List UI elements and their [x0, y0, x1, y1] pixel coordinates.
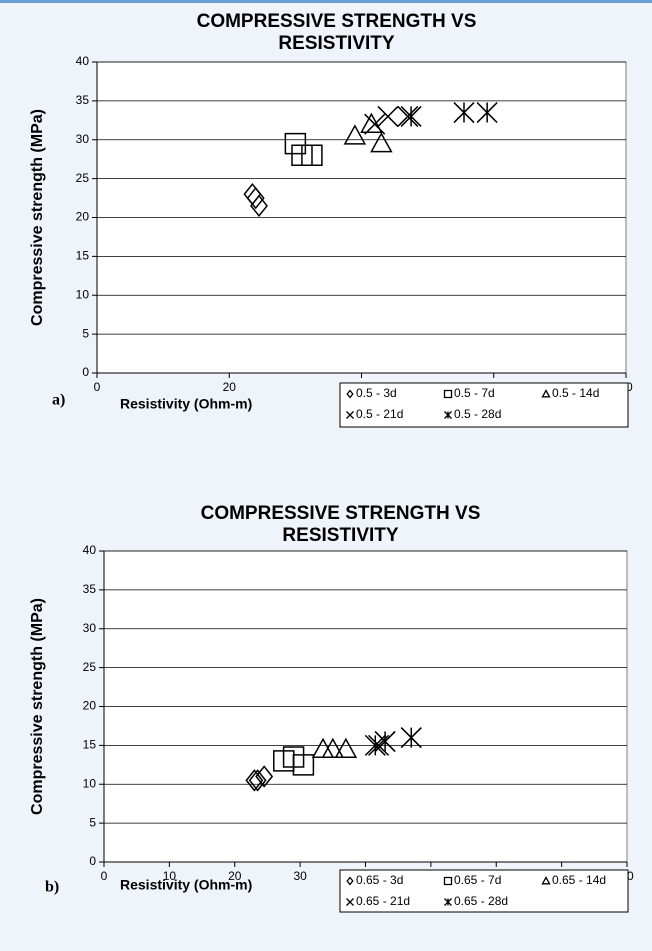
x-tick-label: 30 — [293, 869, 307, 883]
y-tick-label: 35 — [83, 582, 97, 596]
legend-label: 0.5 - 28d — [454, 407, 501, 421]
legend-symbol — [346, 389, 354, 399]
y-axis-label: Compressive strength (MPa) — [29, 109, 46, 326]
point — [397, 105, 419, 127]
x-tick-label: 0 — [101, 869, 108, 883]
point — [245, 769, 264, 792]
legend-label: 0.5 - 7d — [454, 386, 495, 400]
y-tick-label: 30 — [76, 132, 90, 146]
legend-label: 0.65 - 3d — [356, 873, 403, 887]
point — [246, 186, 265, 210]
point — [453, 102, 475, 124]
legend-label: 0.65 - 7d — [454, 873, 501, 887]
point — [377, 105, 399, 127]
y-tick-label: 30 — [83, 621, 97, 635]
legend-symbol — [346, 898, 354, 906]
y-tick-label: 20 — [76, 210, 90, 224]
x-axis-label: Resistivity (Ohm-m) — [120, 877, 252, 893]
legend-symbol — [346, 411, 354, 419]
point — [364, 113, 386, 135]
chart-title: COMPRESSIVE STRENGTH VS RESISTIVITY — [200, 503, 481, 546]
y-tick-label: 25 — [76, 171, 90, 185]
point — [282, 746, 305, 768]
legend-box — [339, 382, 629, 428]
charts: 0510152025303540020406080Compressive str… — [29, 54, 634, 913]
point — [334, 737, 358, 759]
y-tick-label: 0 — [89, 854, 96, 868]
point — [248, 769, 267, 792]
y-tick-label: 5 — [82, 326, 89, 340]
panel-label: a) — [52, 392, 65, 409]
y-axis-label: Compressive strength (MPa) — [29, 598, 46, 815]
point — [301, 144, 323, 167]
point — [400, 105, 422, 127]
legend-symbol — [443, 876, 453, 886]
y-tick-label: 10 — [83, 776, 97, 790]
legend-label: 0.65 - 21d — [356, 894, 410, 908]
legend-symbol — [346, 876, 354, 886]
y-tick-label: 5 — [89, 815, 96, 829]
point — [284, 132, 307, 155]
panel-label: b) — [45, 879, 59, 896]
y-tick-label: 40 — [83, 543, 97, 557]
legend-label: 0.5 - 21d — [356, 407, 403, 421]
point — [476, 102, 498, 124]
point — [343, 124, 367, 145]
chart-title: COMPRESSIVE STRENGTH VS RESISTIVITY — [196, 11, 477, 54]
x-tick-label: 10 — [163, 869, 177, 883]
y-tick-label: 35 — [76, 93, 90, 107]
point — [321, 737, 345, 759]
legend-label: 0.5 - 3d — [356, 386, 397, 400]
point — [370, 132, 393, 153]
y-tick-label: 0 — [82, 365, 89, 379]
legend-symbol — [443, 389, 453, 399]
y-tick-label: 15 — [83, 738, 97, 752]
x-axis-label: Resistivity (Ohm-m) — [120, 396, 252, 412]
y-tick-label: 10 — [76, 287, 90, 301]
legend-label: 0.65 - 14d — [552, 873, 606, 887]
y-tick-label: 40 — [76, 54, 90, 68]
point — [292, 754, 315, 776]
legend-symbol — [541, 389, 551, 398]
point — [250, 194, 268, 218]
x-tick-label: 20 — [228, 869, 242, 883]
legend-label: 0.5 - 14d — [552, 386, 599, 400]
y-tick-label: 20 — [83, 699, 97, 713]
point — [374, 730, 396, 753]
legend-box — [339, 869, 629, 913]
point — [400, 727, 422, 749]
point — [255, 765, 274, 788]
legend-symbol — [541, 876, 551, 885]
x-tick-label: 20 — [223, 380, 237, 394]
legend-symbol — [444, 411, 452, 419]
legend-label: 0.65 - 28d — [454, 894, 508, 908]
y-tick-label: 25 — [83, 660, 97, 674]
x-tick-label: 0 — [94, 380, 101, 394]
y-tick-label: 15 — [76, 249, 90, 263]
legend-symbol — [444, 898, 452, 906]
